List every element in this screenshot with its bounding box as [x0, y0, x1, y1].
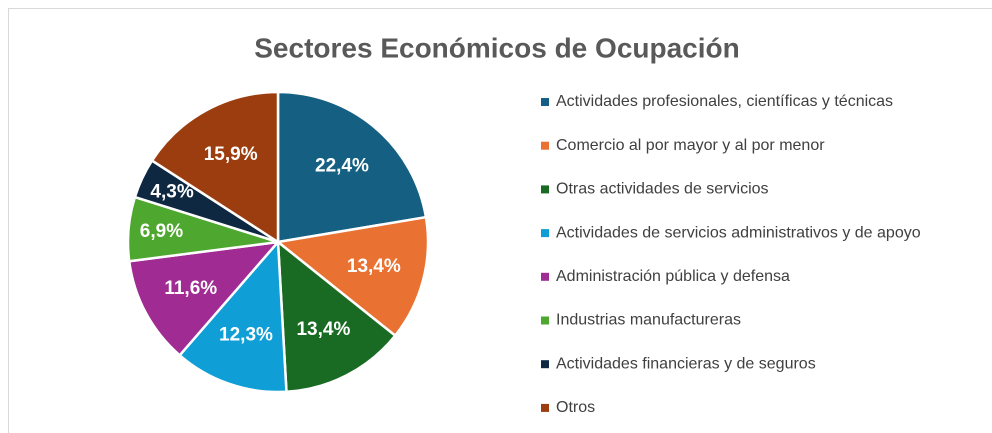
- chart-frame: [8, 8, 992, 433]
- legend-label: Administración pública y defensa: [556, 268, 790, 285]
- legend-label: Actividades financieras y de seguros: [556, 355, 816, 372]
- legend-label: Comercio al por mayor y al por menor: [556, 137, 825, 154]
- data-label: 15,9%: [204, 144, 258, 165]
- legend-swatch: [541, 98, 549, 106]
- data-label: 12,3%: [219, 325, 273, 346]
- legend-label: Otros: [556, 399, 595, 416]
- legend-swatch: [541, 141, 549, 150]
- legend-swatch: [541, 316, 549, 325]
- pie-slice: [127, 240, 282, 358]
- legend-label: Actividades de servicios administrativos…: [556, 224, 921, 241]
- pie-slice: [276, 239, 397, 394]
- legend-swatch: [541, 272, 549, 281]
- data-label: 22,4%: [315, 155, 369, 176]
- legend-swatch: [541, 360, 549, 369]
- data-label: 11,6%: [164, 278, 217, 299]
- chart-title: Sectores Económicos de Ocupación: [254, 32, 739, 63]
- data-label: 6,9%: [140, 221, 183, 242]
- pie-slice: [276, 90, 428, 244]
- data-label: 4,3%: [150, 181, 193, 202]
- legend-label: Actividades profesionales, científicas y…: [556, 93, 893, 110]
- legend-swatch: [541, 229, 549, 238]
- legend-swatch: [541, 185, 549, 194]
- pie-slice: [275, 215, 430, 338]
- pie-slice: [177, 238, 288, 394]
- legend-label: Otras actividades de servicios: [556, 181, 769, 198]
- legend-swatch: [541, 403, 549, 412]
- data-label: 13,4%: [296, 319, 350, 340]
- data-label: 13,4%: [347, 256, 401, 277]
- pie-slice: [150, 90, 280, 245]
- legend-label: Industrias manufactureras: [556, 312, 741, 329]
